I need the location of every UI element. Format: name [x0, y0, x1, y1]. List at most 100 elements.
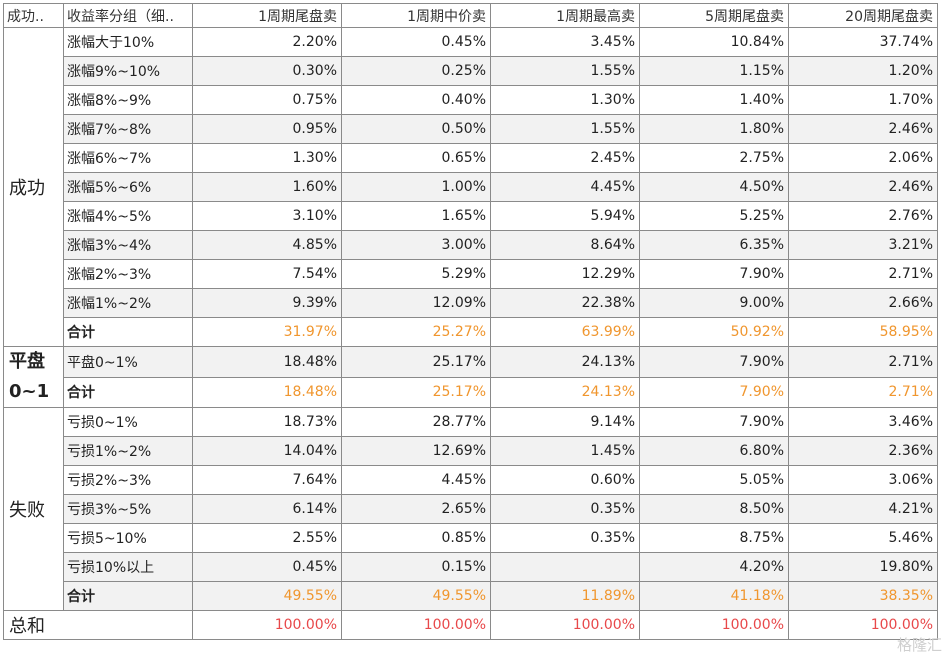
subgroup-column-header[interactable]: 收益率分组（细.. — [63, 3, 193, 28]
value-cell: 24.13% — [490, 376, 640, 408]
row-label: 涨幅大于10% — [63, 27, 193, 57]
value-cell: 1.15% — [639, 56, 789, 86]
value-cell: 4.85% — [192, 230, 342, 260]
value-cell: 7.64% — [192, 465, 342, 495]
column-header[interactable]: 1周期尾盘卖 — [192, 3, 342, 28]
value-cell: 2.65% — [341, 494, 491, 524]
total-row: 总和 100.00% 100.00% 100.00% 100.00% 100.00% — [3, 610, 938, 640]
table-row: 亏损5~10% 2.55% 0.85% 0.35% 8.75% 5.46% — [4, 523, 938, 553]
row-label: 涨幅3%~4% — [63, 230, 193, 260]
value-cell: 6.80% — [639, 436, 789, 466]
value-cell: 2.71% — [788, 376, 938, 408]
value-cell: 14.04% — [192, 436, 342, 466]
value-cell: 1.40% — [639, 85, 789, 115]
row-label: 涨幅6%~7% — [63, 143, 193, 173]
value-cell: 1.30% — [490, 85, 640, 115]
value-cell: 2.71% — [788, 259, 938, 289]
group-label-fail: 失败 — [3, 407, 64, 611]
row-label: 合计 — [63, 581, 193, 611]
value-cell: 2.66% — [788, 288, 938, 318]
total-value-cell: 100.00% — [788, 610, 938, 640]
row-label: 平盘0~1% — [63, 346, 193, 378]
row-label: 合计 — [63, 376, 193, 408]
value-cell: 0.35% — [490, 523, 640, 553]
value-cell: 3.46% — [788, 407, 938, 437]
table-row: 涨幅1%~2% 9.39% 12.09% 22.38% 9.00% 2.66% — [4, 288, 938, 318]
value-cell: 8.50% — [639, 494, 789, 524]
value-cell: 6.14% — [192, 494, 342, 524]
table-row: 涨幅3%~4% 4.85% 3.00% 8.64% 6.35% 3.21% — [4, 230, 938, 260]
value-cell: 18.48% — [192, 376, 342, 408]
table-row: 亏损1%~2% 14.04% 12.69% 1.45% 6.80% 2.36% — [4, 436, 938, 466]
value-cell: 2.55% — [192, 523, 342, 553]
group-column-header[interactable]: 成功.. — [3, 3, 64, 28]
subtotal-row: 合计 31.97% 25.27% 63.99% 50.92% 58.95% — [4, 317, 938, 347]
table-row: 平盘0~1 平盘0~1% 18.48% 25.17% 24.13% 7.90% 2.71% — [3, 346, 938, 408]
value-cell: 49.55% — [341, 581, 491, 611]
column-header[interactable]: 1周期最高卖 — [490, 3, 640, 28]
value-cell: 0.25% — [341, 56, 491, 86]
value-cell: 31.97% — [192, 317, 342, 347]
value-cell: 6.35% — [639, 230, 789, 260]
value-cell: 1.70% — [788, 85, 938, 115]
value-cell: 1.20% — [788, 56, 938, 86]
value-cell: 37.74% — [788, 27, 938, 57]
row-label: 涨幅1%~2% — [63, 288, 193, 318]
value-cell: 12.69% — [341, 436, 491, 466]
value-cell: 9.14% — [490, 407, 640, 437]
column-header[interactable]: 5周期尾盘卖 — [639, 3, 789, 28]
value-cell: 2.45% — [490, 143, 640, 173]
value-cell: 18.48% — [192, 346, 342, 378]
value-cell: 63.99% — [490, 317, 640, 347]
value-cell: 3.06% — [788, 465, 938, 495]
group-label-flat: 平盘0~1 — [3, 346, 64, 408]
value-cell: 22.38% — [490, 288, 640, 318]
value-cell: 41.18% — [639, 581, 789, 611]
column-header[interactable]: 20周期尾盘卖 — [788, 3, 938, 28]
value-cell: 2.06% — [788, 143, 938, 173]
value-cell: 50.92% — [639, 317, 789, 347]
subtotal-row: 合计 18.48% 25.17% 24.13% 7.90% 2.71% — [4, 376, 938, 408]
value-cell: 25.17% — [341, 346, 491, 378]
table-row: 涨幅9%~10% 0.30% 0.25% 1.55% 1.15% 1.20% — [4, 56, 938, 86]
value-cell: 0.75% — [192, 85, 342, 115]
value-cell: 1.45% — [490, 436, 640, 466]
table-row: 涨幅2%~3% 7.54% 5.29% 12.29% 7.90% 2.71% — [4, 259, 938, 289]
value-cell: 0.40% — [341, 85, 491, 115]
value-cell: 11.89% — [490, 581, 640, 611]
value-cell: 0.65% — [341, 143, 491, 173]
row-label: 亏损10%以上 — [63, 552, 193, 582]
value-cell: 0.95% — [192, 114, 342, 144]
value-cell: 9.00% — [639, 288, 789, 318]
value-cell: 0.45% — [341, 27, 491, 57]
total-value-cell: 100.00% — [490, 610, 640, 640]
value-cell: 1.55% — [490, 56, 640, 86]
value-cell: 3.45% — [490, 27, 640, 57]
table-row: 涨幅6%~7% 1.30% 0.65% 2.45% 2.75% 2.06% — [4, 143, 938, 173]
value-cell: 49.55% — [192, 581, 342, 611]
row-label: 亏损3%~5% — [63, 494, 193, 524]
table-row: 失败 亏损0~1% 18.73% 28.77% 9.14% 7.90% 3.46% — [3, 407, 938, 611]
row-label: 亏损1%~2% — [63, 436, 193, 466]
column-header[interactable]: 1周期中价卖 — [341, 3, 491, 28]
value-cell: 3.00% — [341, 230, 491, 260]
value-cell: 4.45% — [490, 172, 640, 202]
value-cell: 0.35% — [490, 494, 640, 524]
table-row: 亏损10%以上 0.45% 0.15% 4.20% 19.80% — [4, 552, 938, 582]
value-cell: 19.80% — [788, 552, 938, 582]
value-cell: 5.29% — [341, 259, 491, 289]
row-label: 涨幅5%~6% — [63, 172, 193, 202]
value-cell: 8.64% — [490, 230, 640, 260]
row-label: 亏损2%~3% — [63, 465, 193, 495]
value-cell: 0.45% — [192, 552, 342, 582]
value-cell: 1.30% — [192, 143, 342, 173]
value-cell: 2.46% — [788, 114, 938, 144]
returns-table: 成功.. 收益率分组（细.. 1周期尾盘卖 1周期中价卖 1周期最高卖 5周期尾… — [3, 3, 938, 640]
total-label: 总和 — [3, 610, 193, 640]
value-cell: 5.05% — [639, 465, 789, 495]
row-label: 涨幅4%~5% — [63, 201, 193, 231]
value-cell: 1.65% — [341, 201, 491, 231]
value-cell: 4.20% — [639, 552, 789, 582]
total-value-cell: 100.00% — [192, 610, 342, 640]
value-cell: 25.27% — [341, 317, 491, 347]
